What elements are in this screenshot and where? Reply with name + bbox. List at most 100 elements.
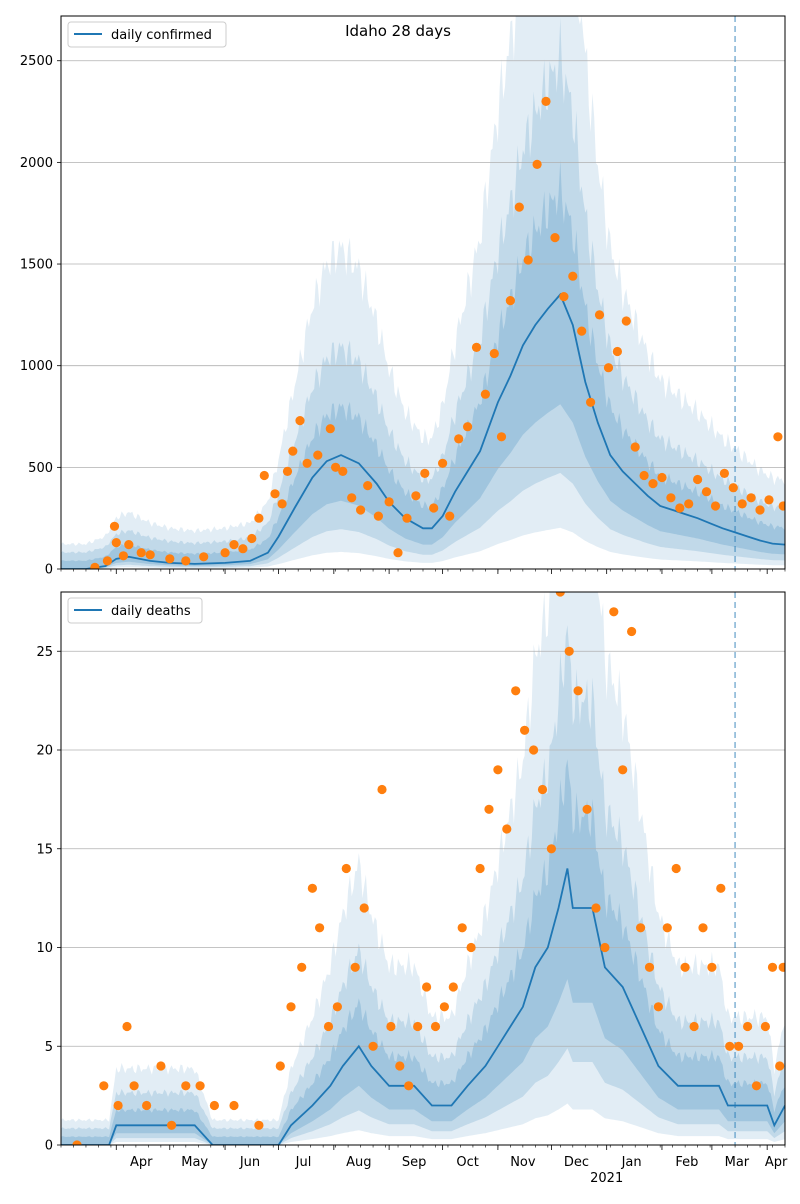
data-point xyxy=(644,962,655,972)
data-point xyxy=(675,503,685,513)
data-point xyxy=(484,804,494,814)
grid-lines xyxy=(61,650,785,1146)
data-point xyxy=(122,1021,132,1032)
data-point xyxy=(463,422,473,432)
data-point xyxy=(331,462,341,472)
data-point xyxy=(698,923,708,933)
panel-daily-deaths: 0 5 10 15 20 25 daily deaths xyxy=(36,591,786,1154)
uncertainty-bands xyxy=(61,16,785,569)
uncertainty-band-3 xyxy=(61,759,785,1145)
data-point xyxy=(282,466,293,476)
uncertainty-band-2 xyxy=(61,625,785,1145)
data-point xyxy=(457,923,467,933)
data-point xyxy=(72,1140,82,1145)
data-point xyxy=(315,923,325,933)
legend-label: daily confirmed xyxy=(111,28,212,43)
data-point xyxy=(529,745,539,755)
data-point xyxy=(438,458,448,468)
data-point xyxy=(466,942,476,953)
data-point xyxy=(577,326,587,336)
data-point xyxy=(564,646,574,656)
data-point xyxy=(254,513,264,523)
data-point xyxy=(129,1081,139,1091)
data-point xyxy=(725,1041,735,1051)
data-point xyxy=(145,550,155,560)
data-point xyxy=(639,470,649,481)
uncertainty-band-2 xyxy=(61,17,785,569)
data-point xyxy=(384,497,394,507)
data-point xyxy=(181,556,191,566)
data-point xyxy=(356,505,366,515)
legend-box xyxy=(67,21,227,48)
y-tick-label: 0 xyxy=(45,1139,53,1154)
data-point xyxy=(532,159,542,169)
data-point xyxy=(411,491,421,501)
y-tick-label: 5 xyxy=(45,1040,53,1055)
data-point xyxy=(710,501,721,511)
data-point xyxy=(229,1100,239,1111)
data-point xyxy=(124,540,134,550)
observed-points xyxy=(90,96,785,569)
data-point xyxy=(295,416,305,426)
x-tick-label: May xyxy=(181,1155,208,1170)
data-point xyxy=(775,1061,785,1071)
data-point xyxy=(430,1021,441,1032)
data-point xyxy=(648,479,658,489)
data-point xyxy=(684,499,694,509)
data-point xyxy=(555,592,565,597)
data-point xyxy=(350,962,360,972)
data-point xyxy=(511,686,521,696)
data-point xyxy=(363,481,373,491)
data-point xyxy=(420,468,430,478)
uncertainty-band-1 xyxy=(61,16,785,569)
data-point xyxy=(716,883,726,893)
data-point xyxy=(550,233,560,243)
observed-points xyxy=(72,592,785,1145)
data-point xyxy=(767,962,778,972)
data-point xyxy=(719,468,730,478)
y-tick-label: 2000 xyxy=(20,156,53,171)
data-point xyxy=(471,342,482,352)
data-point xyxy=(568,271,578,281)
data-point xyxy=(520,725,530,735)
data-point xyxy=(523,255,533,265)
data-point xyxy=(332,1002,342,1012)
data-point xyxy=(582,804,592,814)
series-layer xyxy=(61,16,785,569)
data-point xyxy=(701,487,712,497)
y-tick-label: 25 xyxy=(36,645,53,660)
x-tick-label: Sep xyxy=(402,1155,427,1170)
axes: 0 500 1000 1500 2000 2500 xyxy=(20,15,786,578)
data-point xyxy=(662,923,672,933)
data-point xyxy=(751,1081,762,1091)
data-point xyxy=(142,1100,152,1111)
data-point xyxy=(778,501,785,511)
data-point xyxy=(746,493,756,503)
data-point xyxy=(439,1002,449,1012)
data-point xyxy=(259,470,269,481)
data-point xyxy=(113,1100,123,1111)
data-point xyxy=(737,499,747,509)
data-point xyxy=(254,1120,264,1130)
data-point xyxy=(609,607,619,617)
data-point xyxy=(102,556,112,566)
y-tick-label: 20 xyxy=(36,744,53,759)
data-point xyxy=(165,554,175,564)
data-point xyxy=(594,310,605,320)
data-point xyxy=(680,962,690,972)
data-point xyxy=(275,1061,285,1071)
data-point xyxy=(612,346,623,357)
data-point xyxy=(338,466,348,476)
legend: daily deaths xyxy=(67,597,203,624)
data-point xyxy=(621,316,631,326)
data-point xyxy=(618,765,628,775)
data-point xyxy=(313,450,323,460)
data-point xyxy=(229,540,239,550)
data-point xyxy=(156,1061,166,1071)
data-point xyxy=(505,296,515,306)
data-point xyxy=(136,548,146,558)
data-point xyxy=(728,483,738,493)
series-line xyxy=(61,868,785,1145)
data-point xyxy=(693,474,703,485)
